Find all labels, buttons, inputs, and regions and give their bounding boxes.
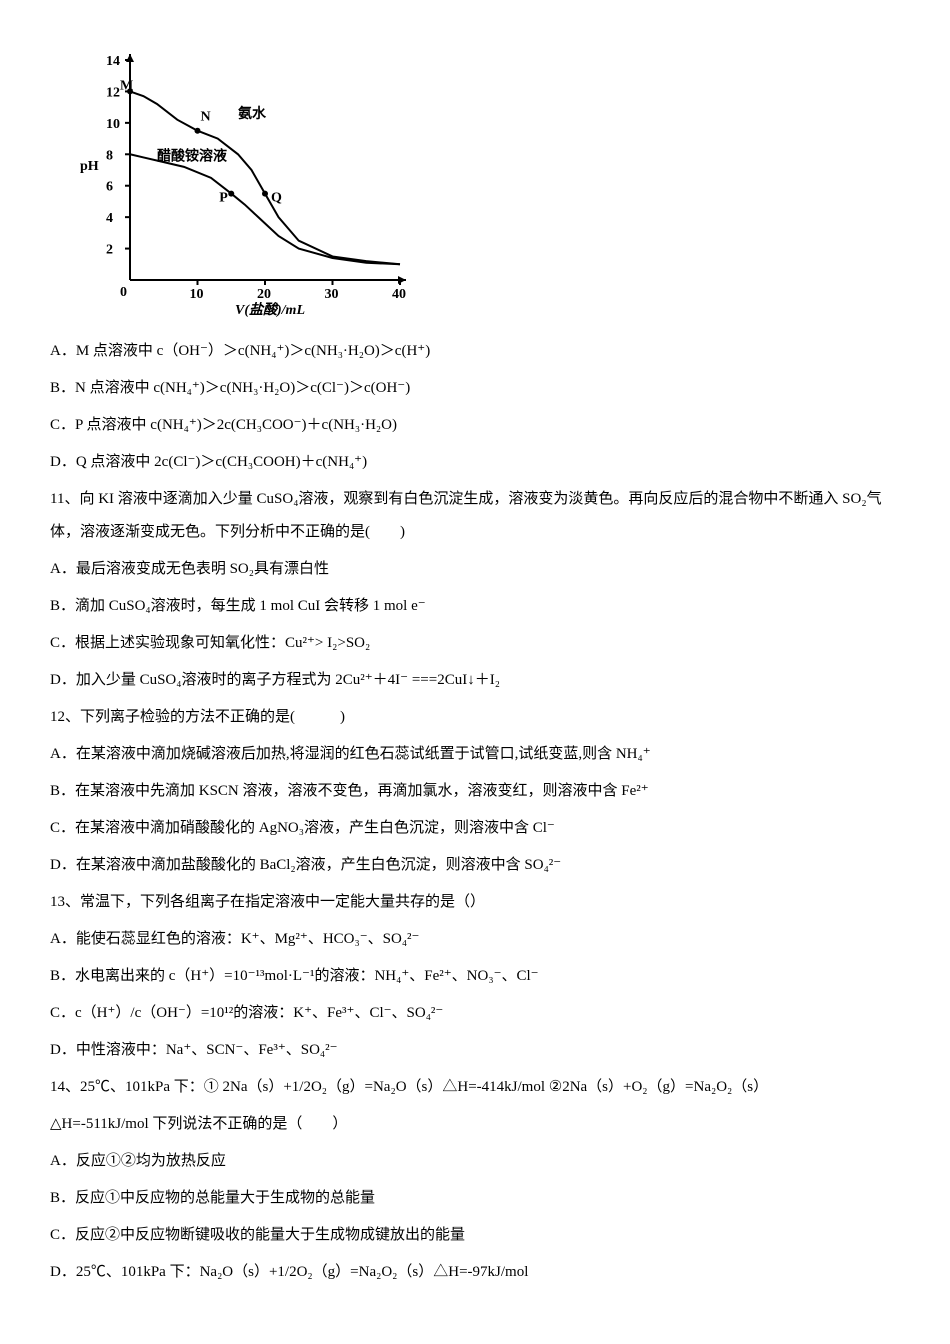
- svg-text:14: 14: [106, 54, 120, 69]
- q13-option-a: A．能使石蕊显红色的溶液：K⁺、Mg²⁺、HCO₃⁻、SO₄²⁻: [50, 923, 900, 956]
- svg-text:N: N: [201, 110, 211, 125]
- svg-text:10: 10: [106, 117, 120, 132]
- svg-text:M: M: [120, 78, 133, 93]
- q14-option-d: D．25℃、101kPa 下：Na₂O（s）+1/2O₂（g）=Na₂O₂（s）…: [50, 1256, 900, 1289]
- svg-text:8: 8: [106, 148, 113, 163]
- q11-option-a: A．最后溶液变成无色表明 SO₂具有漂白性: [50, 553, 900, 586]
- svg-text:20: 20: [257, 287, 271, 302]
- q13-option-d: D．中性溶液中：Na⁺、SCN⁻、Fe³⁺、SO₄²⁻: [50, 1034, 900, 1067]
- q12-option-a: A．在某溶液中滴加烧碱溶液后加热,将湿润的红色石蕊试纸置于试管口,试纸变蓝,则含…: [50, 738, 900, 771]
- q14-option-c: C．反应②中反应物断键吸收的能量大于生成物成键放出的能量: [50, 1219, 900, 1252]
- svg-text:6: 6: [106, 180, 113, 195]
- q10-option-b: B．N 点溶液中 c(NH₄⁺)＞c(NH₃·H₂O)＞c(Cl⁻)＞c(OH⁻…: [50, 372, 900, 405]
- chart-svg: 0 10 20 30 40 2 4 6 8 10 12 14 pH V(盐酸)/mL 氨水醋酸铵溶液 M N P Q: [70, 50, 410, 320]
- q13-option-b: B．水电离出来的 c（H⁺）=10⁻¹³mol·L⁻¹的溶液：NH₄⁺、Fe²⁺…: [50, 960, 900, 993]
- svg-text:V(盐酸)/mL: V(盐酸)/mL: [235, 301, 305, 318]
- svg-text:0: 0: [120, 285, 127, 300]
- svg-text:P: P: [219, 191, 228, 206]
- q14-stem-a: 14、25℃、101kPa 下：① 2Na（s）+1/2O₂（g）=Na₂O（s…: [50, 1071, 900, 1104]
- titration-chart: 0 10 20 30 40 2 4 6 8 10 12 14 pH V(盐酸)/mL 氨水醋酸铵溶液 M N P Q: [70, 50, 900, 320]
- q13-option-c: C．c（H⁺）/c（OH⁻）=10¹²的溶液：K⁺、Fe³⁺、Cl⁻、SO₄²⁻: [50, 997, 900, 1030]
- q14-option-a: A．反应①②均为放热反应: [50, 1145, 900, 1178]
- svg-text:12: 12: [106, 85, 120, 100]
- svg-text:40: 40: [392, 287, 406, 302]
- svg-text:30: 30: [325, 287, 339, 302]
- q11-stem: 11、向 KI 溶液中逐滴加入少量 CuSO₄溶液，观察到有白色沉淀生成，溶液变…: [50, 483, 900, 549]
- q10-option-c: C．P 点溶液中 c(NH₄⁺)＞2c(CH₃COO⁻)＋c(NH₃·H₂O): [50, 409, 900, 442]
- q10-option-a: A．M 点溶液中 c（OH⁻）＞c(NH₄⁺)＞c(NH₃·H₂O)＞c(H⁺): [50, 335, 900, 368]
- q13-stem: 13、常温下，下列各组离子在指定溶液中一定能大量共存的是（）: [50, 886, 900, 919]
- q12-option-b: B．在某溶液中先滴加 KSCN 溶液，溶液不变色，再滴加氯水，溶液变红，则溶液中…: [50, 775, 900, 808]
- q14-option-b: B．反应①中反应物的总能量大于生成物的总能量: [50, 1182, 900, 1215]
- svg-text:pH: pH: [80, 159, 99, 174]
- svg-text:氨水: 氨水: [238, 105, 267, 122]
- svg-text:2: 2: [106, 243, 113, 258]
- q12-stem: 12、下列离子检验的方法不正确的是( ): [50, 701, 900, 734]
- q10-option-d: D．Q 点溶液中 2c(Cl⁻)＞c(CH₃COOH)＋c(NH₄⁺): [50, 446, 900, 479]
- q12-option-d: D．在某溶液中滴加盐酸酸化的 BaCl₂溶液，产生白色沉淀，则溶液中含 SO₄²…: [50, 849, 900, 882]
- q14-stem-b: △H=-511kJ/mol 下列说法不正确的是（ ）: [50, 1108, 900, 1141]
- svg-text:醋酸铵溶液: 醋酸铵溶液: [157, 148, 228, 165]
- svg-text:Q: Q: [271, 191, 282, 206]
- q11-option-c: C．根据上述实验现象可知氧化性：Cu²⁺> I₂>SO₂: [50, 627, 900, 660]
- svg-text:4: 4: [106, 211, 113, 226]
- q11-option-b: B．滴加 CuSO₄溶液时，每生成 1 mol CuI 会转移 1 mol e⁻: [50, 590, 900, 623]
- q11-option-d: D．加入少量 CuSO₄溶液时的离子方程式为 2Cu²⁺＋4I⁻ ===2CuI…: [50, 664, 900, 697]
- svg-text:10: 10: [190, 287, 204, 302]
- q12-option-c: C．在某溶液中滴加硝酸酸化的 AgNO₃溶液，产生白色沉淀，则溶液中含 Cl⁻: [50, 812, 900, 845]
